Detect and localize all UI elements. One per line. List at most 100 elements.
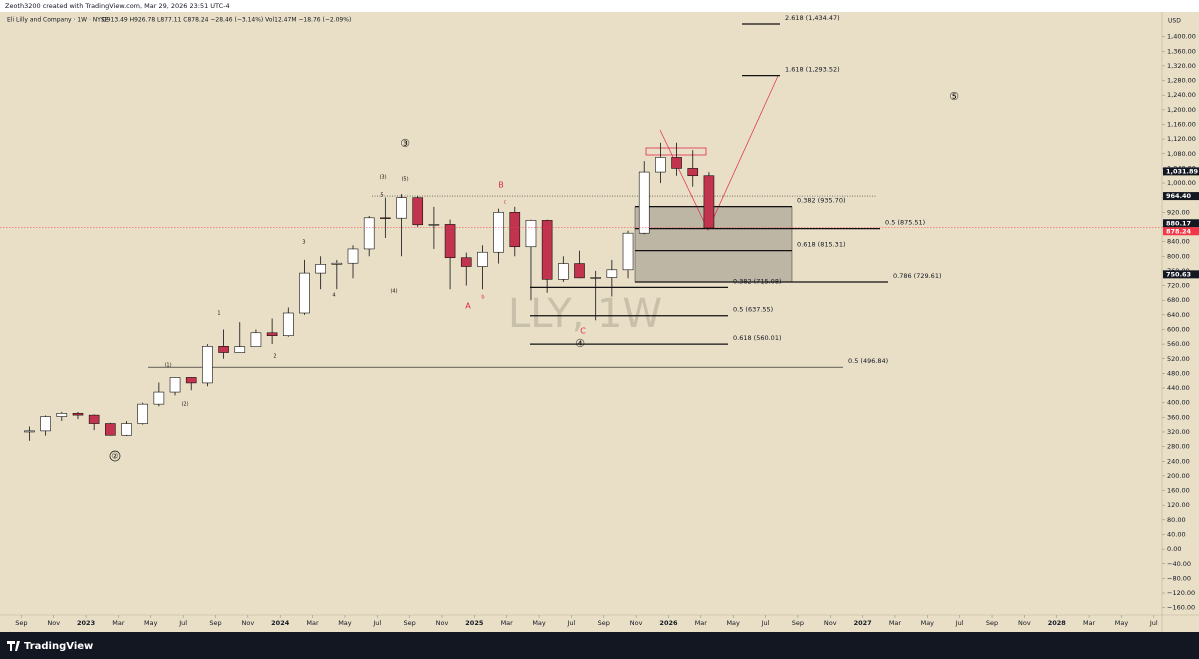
y-tick-label: 280.00 <box>1167 443 1190 451</box>
fib-label: 0.5 (637.55) <box>733 306 773 314</box>
chart-background <box>0 12 1199 632</box>
y-tick-label: −80.00 <box>1167 574 1191 582</box>
candle-body <box>541 220 553 280</box>
x-tick-label: Sep <box>792 619 804 627</box>
candle-body <box>299 272 310 314</box>
candle-body <box>493 212 504 253</box>
wave-label: B <box>498 181 504 190</box>
candle-body <box>185 377 197 384</box>
x-tick-label: Sep <box>986 619 998 627</box>
x-tick-label: Nov <box>824 619 837 627</box>
x-tick-label: Nov <box>47 619 60 627</box>
candle-body <box>412 197 424 226</box>
y-tick-label: 520.00 <box>1167 355 1190 363</box>
x-tick-label: Sep <box>15 619 27 627</box>
y-tick-label: 680.00 <box>1167 296 1190 304</box>
y-tick-label: 600.00 <box>1167 325 1190 333</box>
wave-label: c <box>504 200 507 206</box>
x-tick-label: Mar <box>889 619 902 627</box>
y-tick-label: 1,120.00 <box>1167 135 1196 143</box>
y-tick-label: 120.00 <box>1167 501 1190 509</box>
price-marker-label: 750.63 <box>1166 270 1191 278</box>
candle-body <box>169 377 181 393</box>
x-tick-label: May <box>338 619 352 627</box>
y-tick-label: 840.00 <box>1167 238 1190 246</box>
candle-body <box>218 346 229 353</box>
candle-body <box>558 263 569 280</box>
x-tick-label: Sep <box>209 619 221 627</box>
candle-body <box>574 263 585 279</box>
y-tick-label: 0.00 <box>1167 545 1181 553</box>
footer-logo <box>7 641 20 651</box>
fib-label: 0.5 (875.51) <box>885 219 925 227</box>
candle-body <box>24 430 35 433</box>
wave-label: 4 <box>332 293 335 299</box>
wave-label: ② <box>111 452 118 461</box>
x-tick-label: Mar <box>112 619 125 627</box>
y-tick-label: 720.00 <box>1167 282 1190 290</box>
wave-label: (4) <box>390 289 397 295</box>
wave-label: (1) <box>164 363 171 369</box>
x-tick-label: Mar <box>1083 619 1096 627</box>
candle-body <box>137 403 149 424</box>
price-marker-label: 880.17 <box>1166 219 1191 227</box>
wave-label: C <box>580 327 586 336</box>
price-marker <box>1163 219 1199 228</box>
candle-body <box>606 269 618 278</box>
candle-body <box>315 264 326 274</box>
candle-body <box>671 157 682 169</box>
x-tick-label: May <box>726 619 740 627</box>
x-tick-label: Sep <box>598 619 610 627</box>
wave-label: (2) <box>181 402 188 408</box>
candle-body <box>347 248 359 264</box>
x-tick-label: May <box>921 619 935 627</box>
x-tick-label: May <box>532 619 546 627</box>
wave-label: 3 <box>302 240 305 246</box>
candle-body <box>687 168 699 177</box>
x-tick-label: May <box>144 619 158 627</box>
wave-label: ③ <box>400 137 410 150</box>
x-tick-label: 2028 <box>1048 619 1067 627</box>
wave-label: 2 <box>273 354 276 360</box>
candle-body <box>477 251 488 267</box>
y-tick-label: 1,200.00 <box>1167 106 1196 114</box>
candle-body <box>396 197 407 219</box>
candle-body <box>56 413 68 417</box>
candle-body <box>638 171 650 234</box>
header-bar <box>0 0 1199 12</box>
resistance-box <box>645 147 707 156</box>
y-tick-label: 160.00 <box>1167 487 1190 495</box>
wave-label: 5 <box>380 193 383 199</box>
y-tick-label: 920.00 <box>1167 208 1190 216</box>
x-tick-label: Nov <box>630 619 643 627</box>
x-tick-label: Mar <box>501 619 514 627</box>
x-tick-label: 2027 <box>854 619 872 627</box>
y-tick-label: 1,400.00 <box>1167 33 1196 41</box>
fib-label: 1.618 (1,293.52) <box>785 66 840 74</box>
x-tick-label: Jul <box>761 619 770 627</box>
footer-bar <box>0 632 1199 659</box>
y-tick-label: 80.00 <box>1167 516 1186 524</box>
candle-body <box>202 346 213 384</box>
fib-label: 2.618 (1,434.47) <box>785 14 840 22</box>
candle-body <box>655 157 666 173</box>
candle-body <box>105 423 116 436</box>
x-tick-label: Nov <box>242 619 255 627</box>
x-tick-label: Mar <box>306 619 319 627</box>
candle-body <box>266 332 278 336</box>
candle-body <box>121 423 132 436</box>
candle-body <box>525 220 537 248</box>
x-tick-label: Jul <box>372 619 381 627</box>
footer-brand: TradingView <box>24 641 93 652</box>
fib-label: 0.5 (496.84) <box>848 357 888 365</box>
x-tick-label: Jul <box>178 619 187 627</box>
price-marker <box>1163 227 1199 236</box>
price-marker <box>1163 270 1199 279</box>
candle-body <box>622 232 634 271</box>
y-tick-label: 1,160.00 <box>1167 120 1196 128</box>
candle-body <box>703 175 715 228</box>
currency-label: USD <box>1168 18 1181 25</box>
fib-label: 0.618 (815.31) <box>797 241 846 249</box>
y-tick-label: 400.00 <box>1167 399 1190 407</box>
candle-body <box>331 262 343 265</box>
